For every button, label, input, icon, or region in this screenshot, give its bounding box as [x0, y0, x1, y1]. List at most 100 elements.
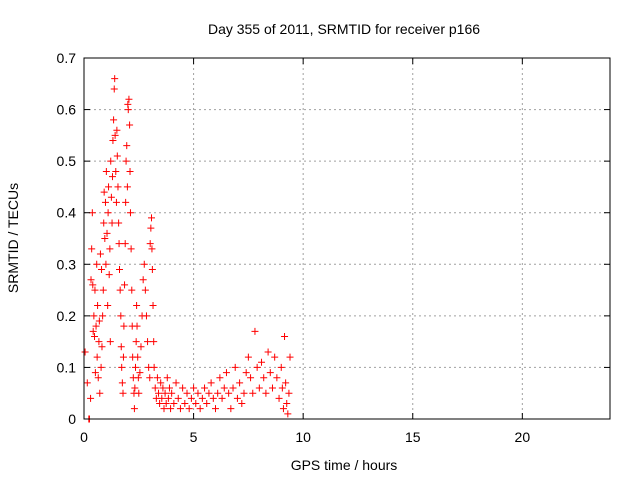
data-point	[212, 405, 219, 413]
data-point	[282, 379, 290, 387]
y-tick-label: 0	[68, 411, 76, 427]
data-point	[126, 209, 134, 217]
data-point	[141, 286, 149, 294]
data-point	[258, 358, 266, 366]
data-point	[144, 338, 152, 346]
data-point	[164, 394, 172, 402]
data-point	[163, 374, 171, 382]
data-point	[192, 400, 200, 408]
data-point	[124, 106, 132, 114]
data-point	[273, 374, 281, 382]
grid-lines	[84, 58, 610, 419]
data-point	[255, 384, 263, 392]
data-point	[118, 379, 126, 387]
data-point	[148, 245, 156, 253]
data-point	[231, 363, 239, 371]
data-point	[149, 302, 157, 310]
data-point	[157, 379, 165, 387]
data-point	[91, 369, 99, 377]
data-point	[253, 363, 261, 371]
data-point	[91, 332, 99, 340]
data-point	[134, 374, 142, 382]
data-point	[117, 312, 125, 320]
data-point	[123, 142, 131, 150]
data-point	[134, 353, 142, 361]
data-point	[113, 152, 121, 160]
data-point	[87, 394, 95, 402]
data-point	[277, 363, 285, 371]
data-point	[174, 394, 182, 402]
data-point	[165, 384, 173, 392]
data-point	[278, 384, 286, 392]
data-point	[96, 250, 104, 258]
data-point	[229, 384, 237, 392]
data-point	[100, 219, 108, 227]
data-point	[122, 157, 130, 165]
data-point	[225, 389, 233, 397]
data-point	[81, 348, 89, 356]
data-point	[135, 389, 143, 397]
y-tick-label: 0.3	[57, 256, 77, 272]
data-point	[89, 327, 97, 335]
data-point	[161, 389, 169, 397]
data-point	[122, 198, 130, 206]
data-point	[89, 281, 97, 289]
data-point	[196, 405, 204, 413]
data-point	[119, 353, 127, 361]
data-point	[159, 384, 167, 392]
data-point	[264, 348, 272, 356]
data-point	[218, 394, 226, 402]
data-point	[83, 379, 91, 387]
data-points	[81, 75, 294, 423]
data-point	[142, 312, 150, 320]
x-tick-label: 5	[190, 429, 198, 445]
data-point	[220, 384, 228, 392]
data-point	[133, 322, 141, 330]
data-point	[268, 384, 276, 392]
data-point	[105, 271, 113, 279]
data-point	[116, 286, 124, 294]
data-point	[99, 286, 107, 294]
data-point	[114, 183, 122, 191]
y-tick-label: 0.2	[57, 308, 77, 324]
data-point	[242, 369, 250, 377]
data-point	[108, 173, 116, 181]
data-point	[167, 405, 175, 413]
data-point	[181, 400, 189, 408]
x-axis-label: GPS time / hours	[291, 457, 398, 473]
data-point	[183, 389, 191, 397]
data-point	[168, 389, 176, 397]
data-point	[125, 95, 133, 103]
data-point	[103, 229, 111, 237]
data-point	[251, 327, 259, 335]
data-point	[108, 219, 116, 227]
data-point	[127, 245, 135, 253]
data-point	[216, 374, 224, 382]
y-tick-label: 0.4	[57, 205, 77, 221]
data-point	[101, 198, 109, 206]
data-point	[148, 265, 156, 273]
data-point	[95, 317, 103, 325]
data-point	[130, 405, 138, 413]
data-point	[88, 245, 96, 253]
data-point	[126, 121, 134, 129]
data-point	[112, 198, 120, 206]
data-point	[262, 389, 270, 397]
data-point	[96, 389, 104, 397]
data-point	[115, 219, 123, 227]
data-point	[194, 389, 202, 397]
data-point	[155, 389, 163, 397]
data-point	[156, 400, 164, 408]
data-point	[244, 353, 252, 361]
data-point	[97, 363, 105, 371]
data-point	[137, 343, 145, 351]
data-point	[285, 389, 293, 397]
data-point	[98, 343, 106, 351]
data-point	[283, 400, 291, 408]
chart-title: Day 355 of 2011, SRMTID for receiver p16…	[208, 21, 480, 37]
data-point	[209, 394, 217, 402]
data-point	[116, 265, 124, 273]
data-point	[150, 338, 158, 346]
data-point	[222, 369, 230, 377]
y-tick-label: 0.1	[57, 359, 77, 375]
